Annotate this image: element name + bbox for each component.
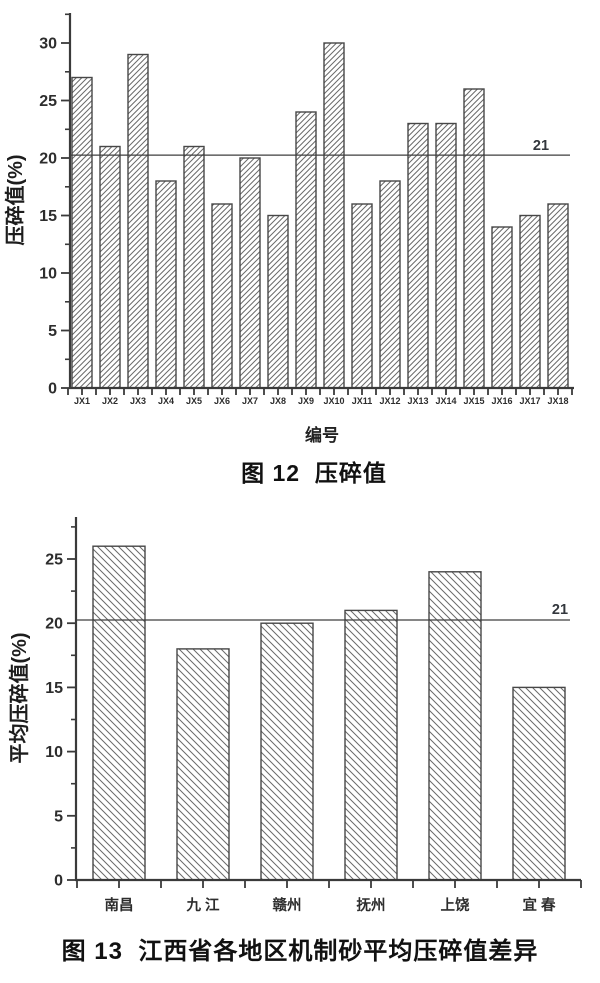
x-category-label: 抚州 xyxy=(357,896,386,914)
bar-JX18 xyxy=(547,203,569,389)
x-category-label: JX10 xyxy=(323,396,344,406)
bar-JX5 xyxy=(183,145,205,389)
bar-JX1 xyxy=(71,76,93,389)
x-category-label: JX17 xyxy=(519,396,540,406)
bar-JX10 xyxy=(323,42,345,389)
y-tick-label: 15 xyxy=(45,680,63,697)
bar-宜 春 xyxy=(512,686,566,881)
figure13-reference-line-label: 21 xyxy=(552,602,568,618)
bar-JX12 xyxy=(379,180,401,389)
x-category-label: JX15 xyxy=(463,396,484,406)
x-category-label: JX3 xyxy=(130,396,146,406)
y-tick-label: 20 xyxy=(39,151,57,168)
x-category-label: JX12 xyxy=(379,396,400,406)
y-tick-label: 5 xyxy=(48,323,57,340)
y-tick-label: 25 xyxy=(45,552,63,569)
x-category-label: 南昌 xyxy=(105,896,134,914)
bar-JX6 xyxy=(211,203,233,389)
figure13-regional-average-chart: 0 5 10 15 20 25 南昌 九 江 赣州 抚州 上饶 宜 春 平均压碎值(%) 21 xyxy=(7,517,582,914)
y-tick-label: 10 xyxy=(39,266,57,283)
bar-南昌 xyxy=(92,545,146,881)
x-category-label: 赣州 xyxy=(273,896,302,914)
bar-JX9 xyxy=(295,111,317,389)
y-tick-label: 0 xyxy=(48,381,57,398)
figure13-y-axis-title: 平均压碎值(%) xyxy=(7,632,31,763)
bar-JX3 xyxy=(127,53,149,389)
figure12-x-axis-title: 编号 xyxy=(305,425,339,445)
x-category-label: JX9 xyxy=(298,396,314,406)
figure13-caption: 图 13 江西省各地区机制砂平均压碎值差异 xyxy=(61,938,539,965)
x-category-label: JX2 xyxy=(102,396,118,406)
figure12-caption: 图 12 压碎值 xyxy=(241,460,387,486)
y-tick-label: 15 xyxy=(39,208,57,225)
x-category-label: JX1 xyxy=(74,396,90,406)
y-tick-label: 25 xyxy=(39,93,57,110)
x-category-label: 宜 春 xyxy=(522,896,556,914)
x-category-label: JX8 xyxy=(270,396,286,406)
x-category-label: JX6 xyxy=(214,396,230,406)
bar-JX8 xyxy=(267,214,289,389)
y-tick-label: 0 xyxy=(54,873,63,890)
y-tick-label: 5 xyxy=(54,808,63,825)
bar-JX15 xyxy=(463,88,485,389)
bar-上饶 xyxy=(428,571,482,881)
bar-JX17 xyxy=(519,214,541,389)
bar-JX11 xyxy=(351,203,373,389)
bar-JX14 xyxy=(435,122,457,389)
x-category-label: JX16 xyxy=(491,396,512,406)
x-category-label: JX14 xyxy=(435,396,456,406)
x-category-label: JX18 xyxy=(547,396,568,406)
y-tick-label: 30 xyxy=(39,36,57,53)
x-category-label: JX13 xyxy=(407,396,428,406)
bar-九 江 xyxy=(176,648,230,881)
bar-JX2 xyxy=(99,145,121,389)
bar-赣州 xyxy=(260,622,314,881)
x-category-label: JX5 xyxy=(186,396,202,406)
x-category-label: 九 江 xyxy=(185,896,220,914)
bar-JX7 xyxy=(239,157,261,389)
figure12-y-axis-title: 压碎值(%) xyxy=(3,154,27,245)
y-tick-label: 10 xyxy=(45,744,63,761)
bar-JX4 xyxy=(155,180,177,389)
bar-JX16 xyxy=(491,226,513,389)
x-category-label: JX7 xyxy=(242,396,258,406)
bar-抚州 xyxy=(344,609,398,881)
x-category-label: JX4 xyxy=(158,396,174,406)
x-category-label: JX11 xyxy=(352,396,373,406)
bar-JX13 xyxy=(407,122,429,389)
y-tick-label: 20 xyxy=(45,616,63,633)
figure12-crushing-value-chart: 0 5 10 15 20 25 30 JX1 JX2 JX3 JX4 JX5 JX6 JX7 JX8 JX9 J… xyxy=(3,13,574,445)
x-category-label: 上饶 xyxy=(441,896,470,914)
figure12-reference-line-label: 21 xyxy=(533,138,549,154)
